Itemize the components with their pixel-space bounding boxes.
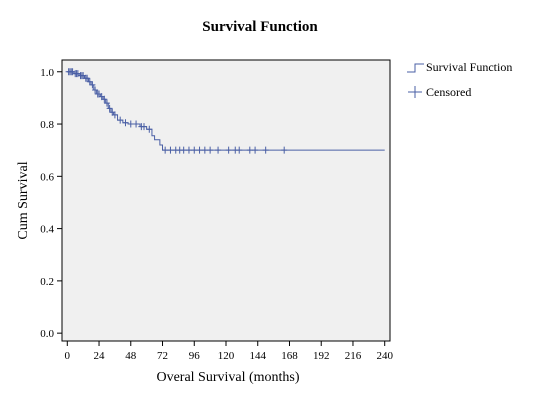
censored-marker — [127, 120, 134, 128]
censored-marker — [84, 74, 91, 82]
x-tick-label: 144 — [249, 350, 266, 362]
censored-marker — [252, 146, 259, 154]
x-tick-label: 24 — [94, 350, 106, 362]
censored-marker — [201, 146, 208, 154]
x-tick-label: 240 — [376, 350, 393, 362]
legend-plus-glyph — [408, 86, 422, 98]
legend-item-survival-function: Survival Function — [407, 60, 512, 74]
legend-label-censored: Censored — [426, 85, 471, 99]
censored-marker — [185, 146, 192, 154]
censored-marker — [191, 146, 198, 154]
x-tick-label: 0 — [65, 350, 71, 362]
x-tick-label: 216 — [345, 350, 362, 362]
x-axis-label: Overal Survival (months) — [156, 370, 299, 385]
step-line-icon — [407, 63, 424, 73]
legend-label-survival-function: Survival Function — [426, 60, 512, 74]
legend-item-censored: Censored — [408, 85, 471, 99]
y-tick-label: 0.8 — [40, 119, 54, 131]
censored-marker — [122, 119, 129, 127]
censored-marker — [146, 125, 153, 133]
censored-marker — [111, 111, 118, 119]
censored-marker — [106, 104, 113, 112]
x-tick-label: 96 — [189, 350, 201, 362]
censored-marker — [246, 146, 253, 154]
censored-marker — [180, 146, 187, 154]
chart-title: Survival Function — [202, 19, 318, 35]
censored-marker — [133, 120, 140, 128]
y-tick-label: 0.0 — [40, 328, 54, 340]
y-tick-label: 0.4 — [40, 224, 54, 236]
censored-marker — [92, 86, 99, 94]
censored-marker — [167, 146, 174, 154]
censored-marker — [103, 99, 110, 107]
x-axis: 0 24 48 72 96 120 144 168 192 216 240 — [65, 341, 393, 362]
censored-marker — [262, 146, 269, 154]
x-tick-label: 48 — [125, 350, 137, 362]
censored-marker — [196, 146, 203, 154]
plus-marker-icon — [408, 86, 422, 98]
legend: Survival Function Censored — [407, 60, 512, 99]
plot-area — [61, 59, 391, 342]
censored-marker — [89, 81, 96, 89]
censored-marker — [101, 95, 108, 103]
censored-marker — [281, 146, 288, 154]
censored-marker — [162, 146, 169, 154]
censored-markers — [65, 68, 288, 154]
censored-marker — [215, 146, 222, 154]
y-tick-label: 0.2 — [40, 276, 54, 288]
censored-marker — [225, 146, 232, 154]
y-axis: 0.0 0.2 0.4 0.6 0.8 1.0 — [40, 67, 62, 340]
censored-marker — [117, 116, 124, 124]
censored-marker — [207, 146, 214, 154]
x-tick-label: 120 — [218, 350, 235, 362]
x-tick-label: 168 — [281, 350, 298, 362]
x-tick-label: 192 — [313, 350, 330, 362]
y-tick-label: 1.0 — [40, 67, 54, 79]
censored-marker — [236, 146, 243, 154]
censored-marker — [86, 78, 93, 86]
y-axis-label: Cum Survival — [16, 161, 31, 239]
y-tick-label: 0.6 — [40, 171, 54, 183]
censored-marker — [69, 68, 76, 76]
x-tick-label: 72 — [157, 350, 168, 362]
censored-marker — [141, 123, 147, 131]
